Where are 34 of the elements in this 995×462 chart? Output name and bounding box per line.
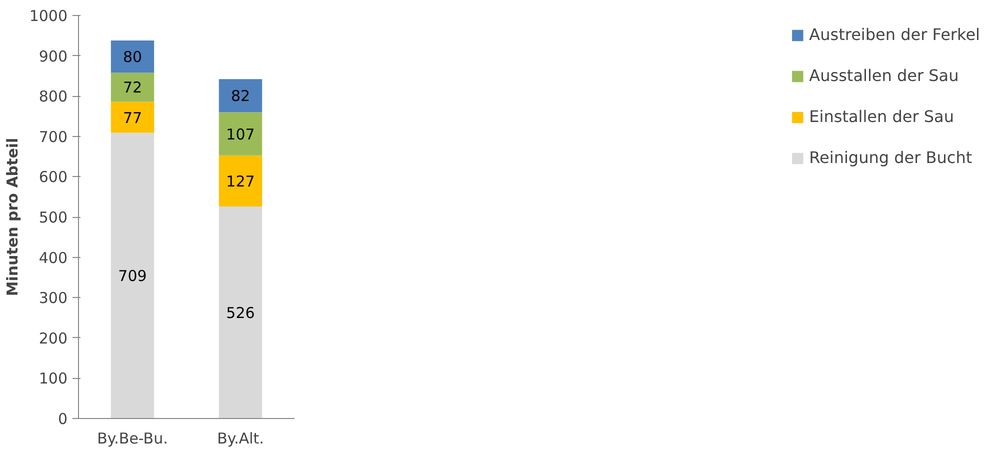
bar: [218, 155, 262, 207]
x-tick-label: By.Be-Bu.: [97, 430, 168, 448]
bar: [218, 79, 262, 112]
data-label: 72: [122, 78, 142, 97]
legend-label: Einstallen der Sau: [809, 107, 954, 126]
x-tick-label: By.Alt.: [217, 430, 264, 448]
bar: [110, 132, 154, 418]
legend-label: Austreiben der Ferkel: [809, 25, 980, 44]
y-tick-label: 700: [38, 128, 68, 146]
y-tick-label: 800: [38, 88, 68, 106]
data-label: 127: [226, 172, 255, 190]
data-label: 82: [230, 87, 250, 106]
y-axis-title: Minuten pro Abteil: [3, 138, 22, 296]
y-tick-label: 500: [38, 208, 68, 226]
data-label: 80: [122, 48, 142, 66]
bar: [110, 40, 154, 73]
bar: [110, 102, 154, 133]
y-tick-label: 600: [38, 168, 68, 186]
legend-label: Ausstallen der Sau: [809, 66, 959, 85]
data-label: 77: [122, 108, 142, 127]
legend-label: Reinigung der Bucht: [809, 148, 972, 167]
bar: [218, 112, 262, 156]
y-tick-label: 200: [38, 329, 68, 348]
y-tick-label: 100: [38, 370, 68, 388]
y-tick-label: 1000: [29, 7, 68, 25]
bar: [110, 72, 154, 102]
y-tick-label: 400: [38, 248, 68, 267]
y-tick-label: 0: [58, 410, 68, 428]
data-label: 709: [118, 267, 147, 286]
data-label: 526: [226, 304, 255, 322]
y-tick-label: 300: [38, 289, 68, 308]
y-tick-label: 900: [38, 47, 68, 66]
data-label: 107: [226, 125, 255, 144]
bar: [218, 206, 262, 418]
